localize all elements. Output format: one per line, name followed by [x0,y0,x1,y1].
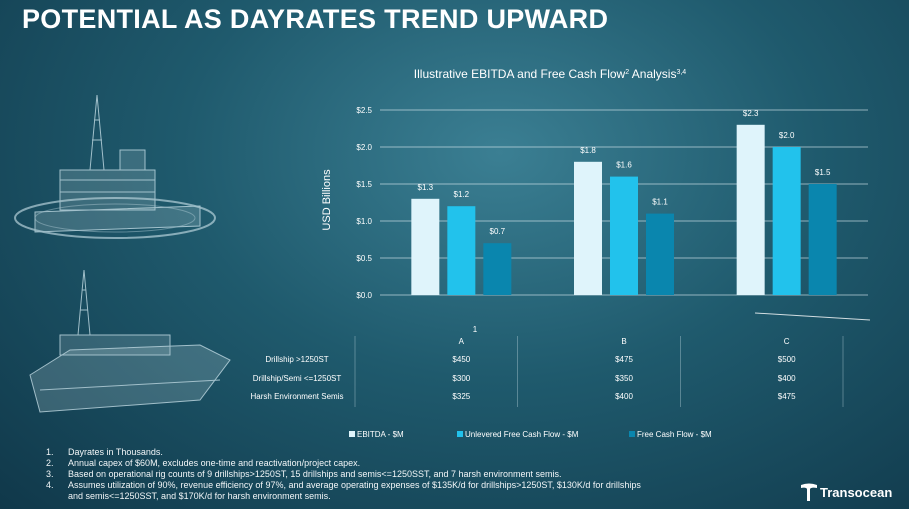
legend-label: Unlevered Free Cash Flow - $M [465,430,579,439]
table-column-header: B [621,337,626,346]
logo-text: Transocean [820,484,893,500]
y-tick-label: $0.0 [356,291,372,300]
bar-value-label: $1.5 [815,168,831,177]
legend-swatch [457,431,463,437]
table-cell: $325 [452,392,470,401]
table-row-label: Drillship >1250ST [265,355,328,364]
chart-title: Illustrative EBITDA and Free Cash Flow2 … [414,67,687,81]
table-cell: $350 [615,374,633,383]
y-tick-label: $1.5 [356,180,372,189]
bar-value-label: $0.7 [490,227,506,236]
bar-value-label: $2.0 [779,131,795,140]
dayrate-table: A B C Drillship >1250ST $450 $475 $500 Drillshi… [251,336,844,407]
y-tick-label: $2.5 [356,106,372,115]
bar-value-label: $1.2 [454,190,470,199]
table-column-header: A [459,337,465,346]
table-cell: $475 [778,392,796,401]
bar [808,184,837,295]
table-column-header: C [784,337,790,346]
legend-label: EBITDA - $M [357,430,404,439]
slide-title: POTENTIAL AS DAYRATES TREND UPWARD [22,4,609,34]
transocean-logo-icon [801,483,817,501]
table-row-label: Harsh Environment Semis [251,392,344,401]
category-row-label: 1 [473,325,478,334]
table-cell: $475 [615,355,633,364]
company-logo: Transocean [800,482,892,502]
bar-value-label: $1.6 [616,161,632,170]
y-tick-label: $0.5 [356,254,372,263]
y-tick-label: $1.0 [356,217,372,226]
bar [610,176,638,295]
table-cell: $400 [615,392,633,401]
footnote-item: 4. Assumes utilization of 90%, revenue ef… [46,480,641,501]
y-axis-label: USD Billions [321,169,333,231]
bar [411,198,440,295]
y-tick-label: $2.0 [356,143,372,152]
table-cell: $300 [452,374,470,383]
footnotes: 1. Dayrates in Thousands. 2. Annual capex … [46,447,646,502]
bar [772,147,801,295]
bar [483,243,512,295]
bar [646,213,674,295]
bar [447,206,476,295]
table-row-label: Drillship/Semi <=1250ST [253,374,342,383]
bar-value-label: $1.8 [580,146,596,155]
footnote-item: 1. Dayrates in Thousands. [46,447,163,457]
bar-data-labels: $1.3 $1.8 $2.3 $1.2 $1.6 $2.0 $0.7 $1.1 $1.5 [418,109,831,236]
bar [736,124,765,295]
offshore-rigs-illustration [14,94,231,413]
bar-value-label: $1.1 [652,198,668,207]
legend-swatch [629,431,635,437]
y-axis-ticks: $0.0 $0.5 $1.0 $1.5 $2.0 $2.5 [356,106,372,300]
bar-value-label: $2.3 [743,109,759,118]
footnote-item: 3. Based on operational rig counts of 9 d… [46,469,562,479]
footnote-item: 2. Annual capex of $60M, excludes one-tim… [46,458,361,468]
legend-swatch [349,431,355,437]
table-cell: $500 [778,355,796,364]
table-cell: $450 [452,355,470,364]
chart-legend: EBITDA - $M Unlevered Free Cash Flow - $M… [349,430,712,439]
bar-value-label: $1.3 [418,183,434,192]
bar [574,161,602,295]
decorative-line [754,312,871,321]
bar-series [411,124,837,295]
legend-label: Free Cash Flow - $M [637,430,712,439]
table-cell: $400 [778,374,796,383]
